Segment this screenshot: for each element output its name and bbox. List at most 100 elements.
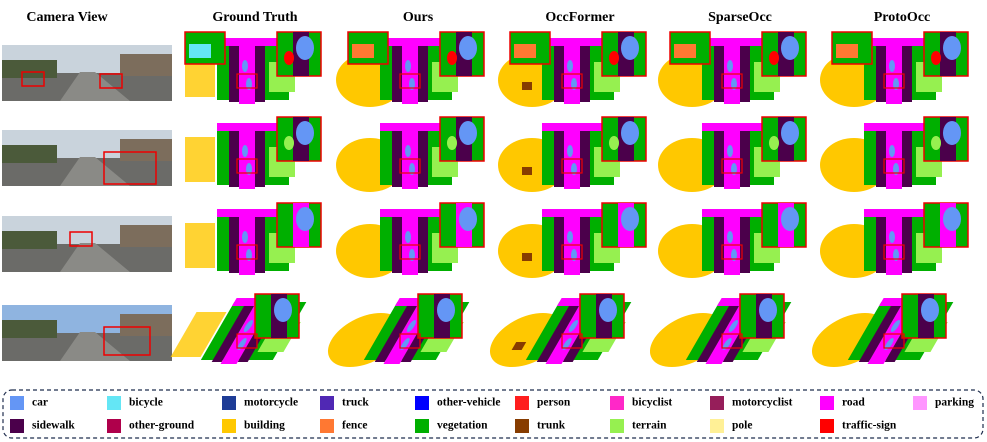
highlight-box [103, 151, 157, 185]
road-cross [542, 123, 602, 131]
column-header: Ours [403, 10, 434, 25]
highlight-box [236, 333, 258, 349]
highlight-box [561, 333, 583, 349]
road-cross [217, 209, 277, 217]
car [242, 231, 248, 243]
highlight-box [561, 244, 583, 260]
sidewalk-left [392, 213, 402, 273]
occupancy-render [820, 123, 942, 192]
legend-swatch [320, 419, 334, 433]
car [571, 249, 577, 261]
road [564, 211, 580, 275]
column-header: ProtoOcc [874, 10, 931, 25]
road-surface [60, 332, 130, 361]
car [405, 145, 411, 157]
road [886, 211, 902, 275]
legend-label: fence [342, 420, 368, 432]
sidewalk-left [876, 127, 886, 187]
legend-swatch [107, 396, 121, 410]
legend-swatch [820, 419, 834, 433]
road-surface [60, 243, 130, 272]
car [571, 78, 577, 90]
road [724, 40, 740, 104]
camera-image [2, 216, 172, 272]
inset-car [943, 121, 961, 145]
inset-fence [674, 44, 696, 58]
inset-car [437, 298, 455, 322]
houses [120, 54, 172, 76]
camera-image [2, 45, 172, 101]
car [405, 231, 411, 243]
car [727, 60, 733, 72]
car [890, 320, 901, 332]
inset-car [459, 36, 477, 60]
houses [120, 314, 172, 336]
inset-car [296, 121, 314, 145]
road-cross [542, 209, 602, 217]
road-cross [864, 209, 924, 217]
inset-car [296, 207, 314, 231]
inset-car [599, 298, 617, 322]
sidewalk-right [418, 213, 428, 273]
road [564, 40, 580, 104]
road-cross [702, 209, 762, 217]
highlight-box [399, 158, 421, 174]
legend-label: pole [732, 420, 752, 432]
sidewalk-left [714, 213, 724, 273]
highlight-box [99, 73, 123, 89]
car [889, 231, 895, 243]
road-cross [380, 123, 440, 131]
car [246, 78, 252, 90]
highlight-box [721, 333, 743, 349]
highlight-box [883, 244, 905, 260]
sidewalk-right [255, 42, 265, 102]
highlight-box [883, 333, 905, 349]
highlight-box [561, 73, 583, 89]
highlight-box [21, 71, 45, 87]
trees [2, 60, 57, 78]
trunk [511, 342, 527, 350]
sidewalk-left [392, 127, 402, 187]
inset-person [769, 51, 779, 65]
road-cross [702, 38, 762, 46]
road [402, 211, 418, 275]
building-blob [185, 223, 215, 268]
inset-person [609, 51, 619, 65]
highlight-box [399, 244, 421, 260]
sidewalk-left [229, 213, 239, 273]
highlight-box [399, 333, 421, 349]
sidewalk-left [392, 42, 402, 102]
inset-person [931, 51, 941, 65]
inset-person [447, 51, 457, 65]
legend-swatch [913, 396, 927, 410]
houses [120, 225, 172, 247]
legend-swatch [415, 396, 429, 410]
legend-swatch [10, 396, 24, 410]
car [567, 60, 573, 72]
car [400, 338, 410, 350]
building-blob [170, 312, 227, 357]
building-blob [185, 137, 215, 182]
legend-label: motorcycle [244, 397, 298, 409]
sidewalk-right [580, 213, 590, 273]
legend-swatch [710, 419, 724, 433]
car [722, 338, 732, 350]
car [405, 60, 411, 72]
road-cross [702, 123, 762, 131]
sidewalk-left [229, 127, 239, 187]
camera-image [2, 305, 172, 361]
road [239, 125, 255, 189]
inset-person [931, 136, 941, 150]
sidewalk-right [255, 127, 265, 187]
highlight-box [721, 158, 743, 174]
road-cross [217, 123, 277, 131]
occupancy-render [658, 123, 780, 192]
sidewalk-right [580, 127, 590, 187]
trunk [522, 167, 532, 175]
car [889, 60, 895, 72]
sidewalk-right [902, 42, 912, 102]
legend-label: vegetation [437, 420, 488, 432]
inset-car [781, 121, 799, 145]
inset-person [609, 136, 619, 150]
inset-car [459, 207, 477, 231]
